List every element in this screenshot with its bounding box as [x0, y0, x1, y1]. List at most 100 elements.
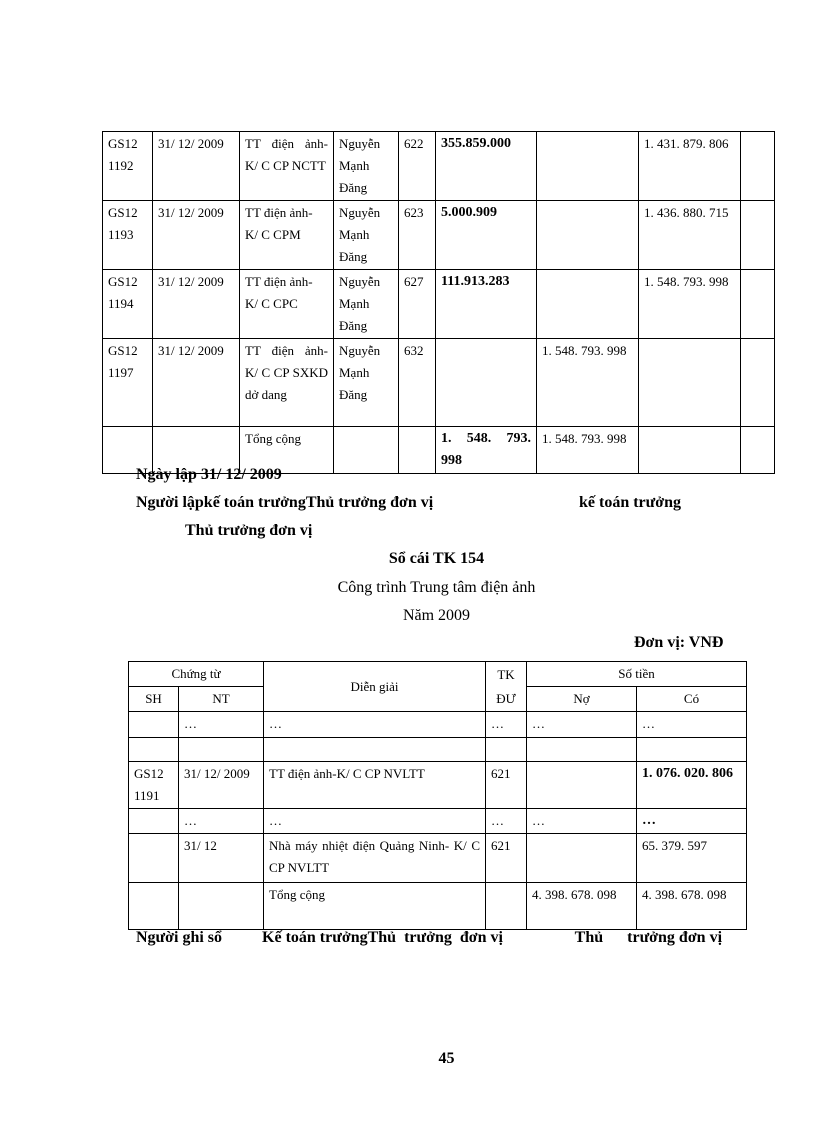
- ledger-table-top: GS12 1192 31/ 12/ 2009 TT điện ảnh- K/ C C…: [102, 131, 775, 474]
- cell-sh: [128, 737, 179, 762]
- cell-nt: [152, 426, 240, 474]
- cell-sh: GS12 1197: [102, 338, 153, 427]
- cell-tk: 632: [398, 338, 436, 427]
- cell-person: Nguyễn Mạnh Đăng: [333, 131, 399, 201]
- cell-nt: [178, 882, 264, 930]
- cell-co: 1. 548. 793. 998: [536, 338, 639, 427]
- cell-desc: …: [263, 808, 486, 834]
- cell-sh: GS12 1193: [102, 200, 153, 270]
- cell-person: Nguyễn Mạnh Đăng: [333, 338, 399, 427]
- table-row: GS12 1191 31/ 12/ 2009 TT điện ảnh-K/ C CP…: [128, 761, 748, 809]
- cell-no: 1. 548. 793. 998: [435, 426, 537, 474]
- cell-desc: TT điện ảnh- K/ C CPM: [239, 200, 334, 270]
- cell-no: [526, 761, 637, 809]
- header-sh: SH: [128, 686, 179, 712]
- cell-co: 4. 398. 678. 098: [635, 882, 748, 930]
- cell-person: Nguyễn Mạnh Đăng: [333, 269, 399, 339]
- signature-block: Người ghi sổ Kế toán trưởngThủ trưởng đơ…: [136, 929, 723, 946]
- cell-tk: [485, 882, 527, 930]
- header-chungtu: Chứng từ: [128, 661, 264, 687]
- cell-desc: TT điện ảnh- K/ C CPC: [239, 269, 334, 339]
- cell-nt: 31/ 12/ 2009: [178, 761, 264, 809]
- cell-desc: Tổng cộng: [239, 426, 334, 474]
- cell-co: …: [635, 711, 748, 738]
- cell-empty: [740, 269, 775, 339]
- cell-sh: [128, 711, 179, 738]
- cell-co: 65. 379. 597: [635, 833, 748, 883]
- cell-tk: …: [485, 711, 527, 738]
- table-row: GS12 1192 31/ 12/ 2009 TT điện ảnh- K/ C C…: [102, 131, 775, 201]
- page-number: 45: [438, 1050, 455, 1067]
- cell-nt: 31/ 12/ 2009: [152, 338, 240, 427]
- cell-sh: [128, 833, 179, 883]
- cell-empty: [740, 200, 775, 270]
- cell-tk: 621: [485, 833, 527, 883]
- header-tkdu: TK ĐƯ: [485, 661, 527, 712]
- cell-co: 1. 548. 793. 998: [536, 426, 639, 474]
- header-nt: NT: [178, 686, 264, 712]
- cell-nt: 31/ 12/ 2009: [152, 200, 240, 270]
- cell-desc: Tổng cộng: [263, 882, 486, 930]
- cell-desc: TT điện ảnh-K/ C CP NVLTT: [263, 761, 486, 809]
- table-row: 31/ 12 Nhà máy nhiệt điện Quảng Ninh- K/ …: [128, 833, 748, 883]
- cell-no: 355.859.000: [435, 131, 537, 201]
- cell-co: [536, 200, 639, 270]
- cell-balance: [638, 338, 741, 427]
- cell-balance: 1. 436. 880. 715: [638, 200, 741, 270]
- cell-no: 5.000.909: [435, 200, 537, 270]
- cell-no: 111.913.283: [435, 269, 537, 339]
- table-row: GS12 1197 31/ 12/ 2009 TT điện ảnh- K/ C C…: [102, 338, 775, 427]
- table-row: GS12 1193 31/ 12/ 2009 TT điện ảnh- K/ C C…: [102, 200, 775, 270]
- cell-no: [526, 833, 637, 883]
- cell-sh: GS12 1191: [128, 761, 179, 809]
- project-name: Công trình Trung tâm điện ảnh: [337, 579, 536, 596]
- cell-desc: …: [263, 711, 486, 738]
- cell-tk: 621: [485, 761, 527, 809]
- cell-balance: 1. 431. 879. 806: [638, 131, 741, 201]
- table-row: ……………: [128, 808, 748, 834]
- cell-no: 4. 398. 678. 098: [526, 882, 637, 930]
- cell-no: …: [526, 711, 637, 738]
- ledger-table-154: Chứng từ Diễn giải TK ĐƯ Số tiền SH NT N…: [128, 661, 748, 930]
- signature-line: Người lậpkế toán trưởngThủ trưởng đơn vị: [136, 494, 434, 511]
- cell-balance: [638, 426, 741, 474]
- cell-empty: [740, 131, 775, 201]
- cell-tk: 623: [398, 200, 436, 270]
- cell-co: [536, 131, 639, 201]
- signature-head: Thủ trưởng đơn vị: [185, 522, 313, 539]
- cell-tk: 622: [398, 131, 436, 201]
- cell-empty: [740, 338, 775, 427]
- table-row-total: Tổng cộng 1. 548. 793. 998 1. 548. 793. 99…: [102, 426, 775, 474]
- cell-person: Nguyễn Mạnh Đăng: [333, 200, 399, 270]
- table-row: [128, 737, 748, 762]
- cell-nt: 31/ 12/ 2009: [152, 269, 240, 339]
- cell-sh: [128, 882, 179, 930]
- cell-empty: [740, 426, 775, 474]
- cell-desc: TT điện ảnh- K/ C CP NCTT: [239, 131, 334, 201]
- cell-tk: …: [485, 808, 527, 834]
- cell-desc: TT điện ảnh- K/ C CP SXKD dở dang: [239, 338, 334, 427]
- cell-nt: …: [178, 808, 264, 834]
- date-created: Ngày lập 31/ 12/ 2009: [136, 466, 282, 483]
- cell-nt: 31/ 12/ 2009: [152, 131, 240, 201]
- table-row: GS12 1194 31/ 12/ 2009 TT điện ảnh- K/ C C…: [102, 269, 775, 339]
- cell-co: …: [635, 808, 748, 834]
- cell-sh: GS12 1192: [102, 131, 153, 201]
- header-co: Có: [635, 686, 748, 712]
- cell-person: [333, 426, 399, 474]
- table-row: ……………: [128, 711, 748, 738]
- cell-co: [635, 737, 748, 762]
- cell-desc: Nhà máy nhiệt điện Quảng Ninh- K/ C CP N…: [263, 833, 486, 883]
- header-diengiai: Diễn giải: [263, 661, 486, 712]
- cell-no: [435, 338, 537, 427]
- cell-balance: 1. 548. 793. 998: [638, 269, 741, 339]
- cell-sh: [128, 808, 179, 834]
- year: Năm 2009: [402, 607, 471, 624]
- cell-co: [536, 269, 639, 339]
- cell-tk: [398, 426, 436, 474]
- cell-no: …: [526, 808, 637, 834]
- cell-nt: …: [178, 711, 264, 738]
- ledger-title: Sổ cái TK 154: [388, 550, 485, 567]
- cell-tk: [485, 737, 527, 762]
